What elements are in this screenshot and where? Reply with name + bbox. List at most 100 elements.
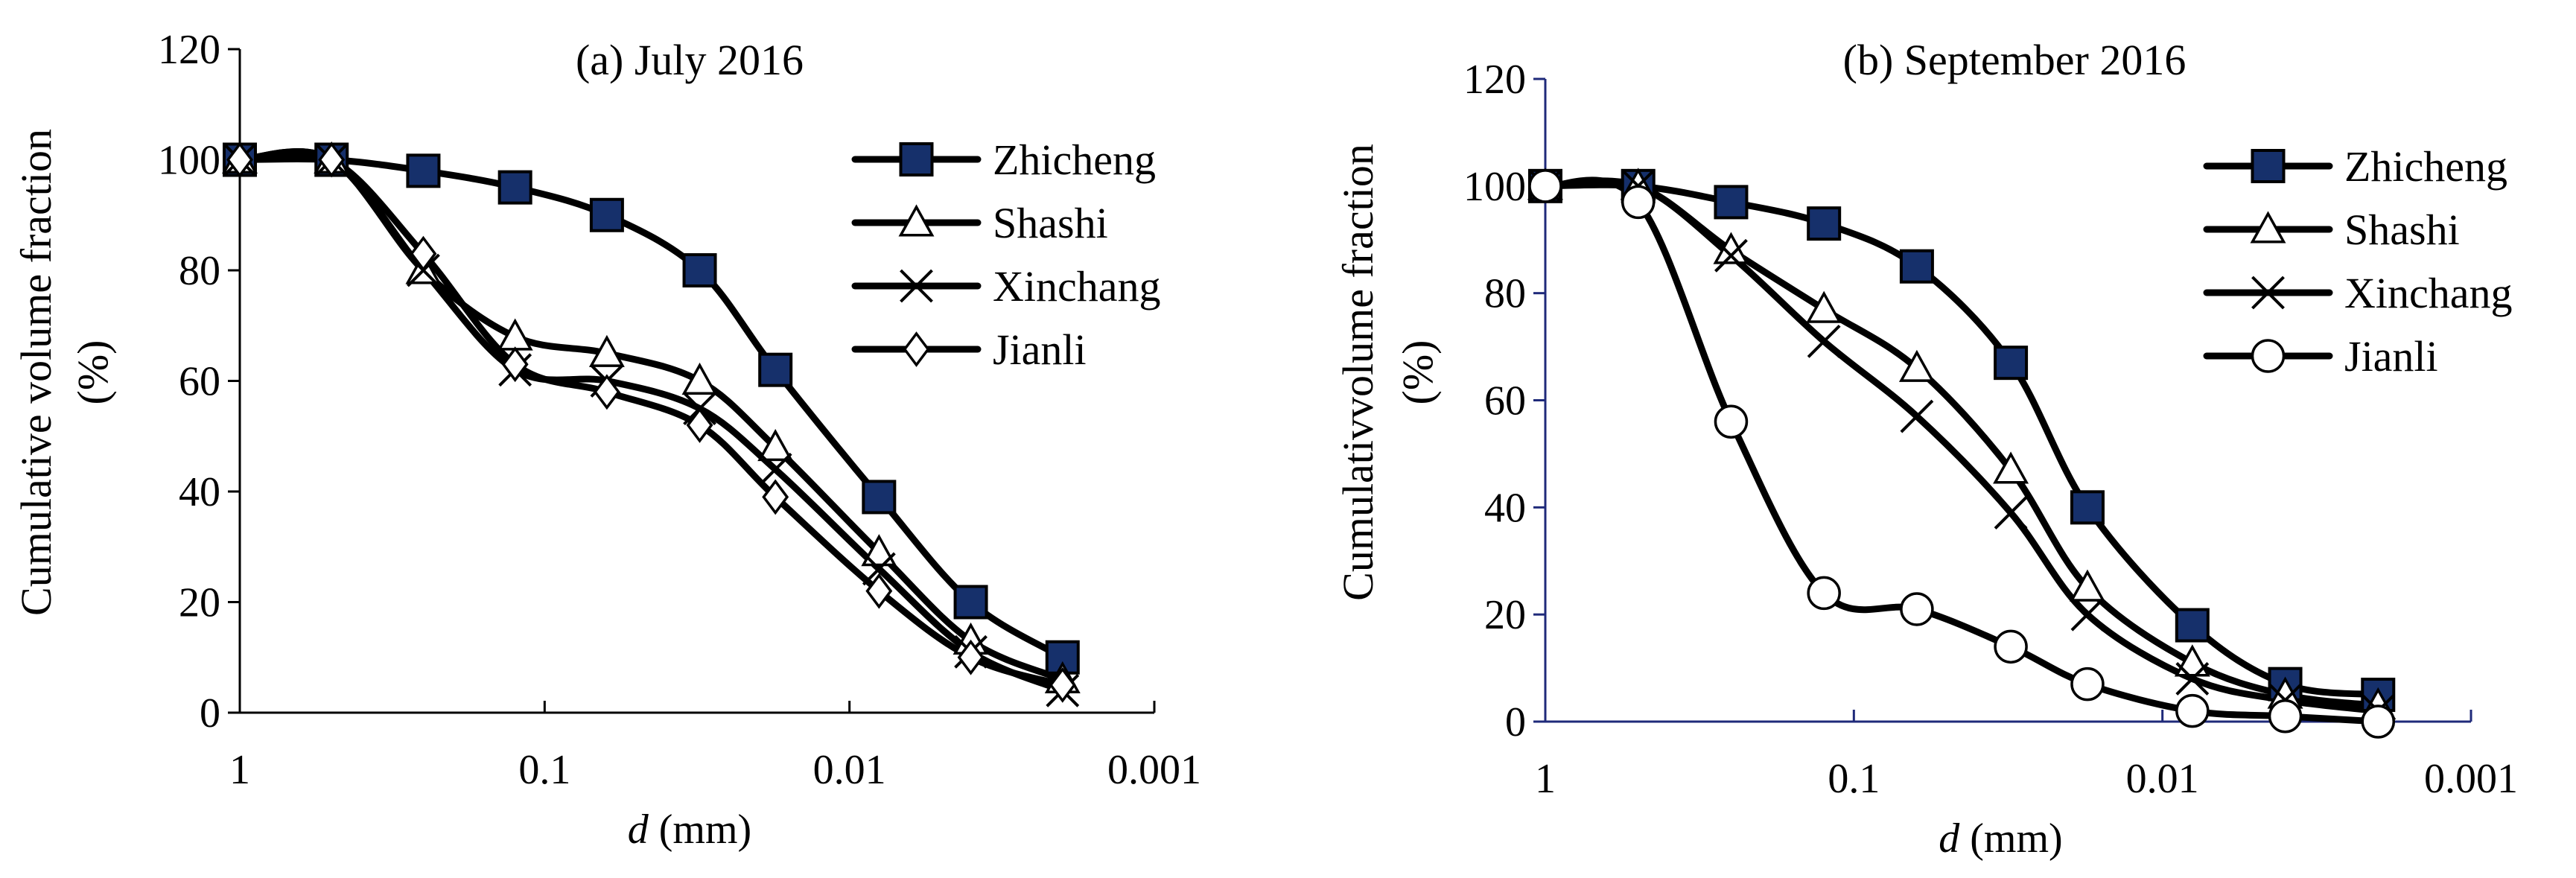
chart-0-x-axis-label: d (mm)	[628, 807, 751, 853]
chart-1-point-jianli	[2361, 704, 2396, 739]
chart-1-point-jianli	[1807, 576, 1841, 611]
chart-0-point-jianli	[226, 141, 253, 178]
chart-1-y-tick-label: 120	[1463, 57, 1526, 103]
chart-0-legend-label-zhicheng: Zhicheng	[993, 136, 1156, 184]
chart-0-x-tick-label: 0.1	[518, 747, 570, 793]
chart-1-x-tick-label: 0.1	[1828, 756, 1880, 802]
chart-0-point-jianli	[686, 407, 713, 443]
chart-0-point-zhicheng	[758, 352, 793, 387]
chart-1-point-jianli	[1994, 629, 2028, 664]
chart-1-legend-marker-jianli	[2251, 339, 2286, 373]
chart-1-point-xinchang	[2175, 662, 2210, 696]
chart-1-y-tick-label: 40	[1484, 485, 1526, 531]
chart-1-point-shashi	[1898, 349, 1935, 382]
chart-0-point-shashi	[757, 428, 794, 462]
chart-1-point-zhicheng	[1994, 346, 2029, 381]
chart-0-point-jianli	[410, 235, 437, 272]
chart-1-point-jianli	[1714, 404, 1749, 439]
chart-1-x-axis-label: d (mm)	[1939, 815, 2062, 862]
chart-1-legend-label-zhicheng: Zhicheng	[2344, 142, 2507, 191]
chart-0-y-tick-label: 40	[179, 469, 220, 515]
chart-1-point-zhicheng	[1807, 206, 1842, 241]
chart-1-point-zhicheng	[1899, 249, 1934, 284]
chart-0-legend-label-xinchang: Xinchang	[993, 262, 1161, 311]
chart-1-point-xinchang	[1807, 324, 1841, 358]
chart-1-point-xinchang	[1994, 496, 2028, 529]
chart-1-point-jianli	[2268, 699, 2303, 734]
chart-0-x-tick-label: 1	[229, 747, 250, 793]
chart-0-point-jianli	[501, 346, 529, 383]
chart-0-legend-marker-xinchang	[900, 269, 933, 303]
chart-0-x-tick-label: 0.001	[1107, 747, 1201, 793]
chart-0-y-tick-label: 120	[158, 27, 220, 73]
chart-0-y-axis-unit: (%)	[69, 340, 117, 405]
chart-1-series-line-xinchang	[1542, 177, 2382, 715]
chart-0-legend-marker-zhicheng	[899, 142, 934, 176]
chart-0-point-jianli	[865, 573, 893, 609]
chart-0-point-jianli	[593, 374, 620, 410]
chart-0-point-shashi	[588, 334, 625, 367]
chart-1-point-shashi	[1993, 451, 2029, 484]
chart-1-point-jianli	[1528, 169, 1562, 203]
chart-1-series-line-jianli	[1542, 176, 2382, 725]
chart-0-point-zhicheng	[406, 153, 441, 188]
chart-1-x-tick-label: 1	[1535, 756, 1556, 802]
chart-1-y-tick-label: 80	[1484, 271, 1526, 317]
chart-0-y-tick-label: 60	[179, 359, 220, 405]
chart-b-september-2016: (b) September 2016 0 20 40 60 80 100 120 1 0.1 0.…	[1334, 36, 2518, 862]
chart-1-x-tick-label: 0.01	[2126, 756, 2199, 802]
chart-1-legend-marker-shashi	[2250, 211, 2286, 244]
chart-0-point-zhicheng	[589, 197, 624, 232]
chart-0-x-tick-label: 0.01	[813, 747, 886, 793]
chart-1-point-zhicheng	[1714, 185, 1749, 220]
chart-1-y-axis-label: Cumulativvolume fraction	[1334, 144, 1382, 601]
chart-1-point-xinchang	[1714, 238, 1748, 273]
chart-0-y-tick-label: 100	[158, 138, 220, 184]
chart-0-point-shashi	[861, 534, 897, 567]
chart-b-plot-area: 0 20 40 60 80 100 120 1 0.1 0.01 0.001 d (mm) Cumula…	[1334, 57, 2518, 862]
chart-0-legend-label-jianli: Jianli	[993, 325, 1087, 374]
chart-0-y-tick-label: 20	[179, 580, 220, 626]
chart-0-y-tick-label: 80	[179, 248, 220, 294]
chart-0-point-zhicheng	[682, 253, 717, 287]
chart-0-point-shashi	[497, 318, 533, 351]
chart-0-legend-marker-jianli	[903, 331, 930, 367]
chart-0-point-zhicheng	[497, 170, 532, 205]
chart-a-plot-area: 0 20 40 60 80 100 120 1 0.1 0.01 0.001 d (mm) Cumula…	[12, 27, 1201, 853]
chart-1-series-line-zhicheng	[1542, 181, 2382, 699]
chart-a-title: (a) July 2016	[576, 36, 804, 84]
chart-1-legend-label-shashi: Shashi	[2344, 206, 2460, 254]
chart-0-point-xinchang	[862, 552, 896, 586]
chart-1-point-xinchang	[1900, 399, 1934, 433]
chart-0-point-zhicheng	[953, 585, 988, 620]
chart-1-x-tick-label: 0.001	[2424, 756, 2518, 802]
chart-1-y-axis-unit: (%)	[1393, 340, 1442, 405]
chart-0-point-xinchang	[758, 452, 792, 486]
chart-0-point-jianli	[762, 479, 789, 515]
chart-0-legend-label-shashi: Shashi	[993, 199, 1108, 247]
chart-1-legend-label-xinchang: Xinchang	[2344, 269, 2513, 317]
chart-0-y-axis-label: Cumulative volume fraction	[12, 129, 60, 616]
chart-0-legend-marker-shashi	[898, 204, 935, 237]
chart-0-y-tick-label: 0	[200, 690, 220, 737]
chart-1-point-zhicheng	[2070, 490, 2105, 525]
chart-1-point-shashi	[1806, 290, 1842, 323]
chart-0-point-jianli	[1049, 667, 1076, 703]
chart-b-title: (b) September 2016	[1843, 36, 2187, 84]
chart-0-series-line-shashi	[236, 148, 1066, 683]
chart-0-series-line-xinchang	[236, 148, 1066, 694]
chart-1-point-jianli	[2175, 693, 2210, 728]
chart-1-point-jianli	[1621, 185, 1656, 220]
chart-1-point-zhicheng	[2175, 608, 2210, 643]
chart-1-y-tick-label: 20	[1484, 592, 1526, 638]
chart-1-y-tick-label: 0	[1505, 699, 1526, 745]
chart-1-legend-label-jianli: Jianli	[2344, 332, 2438, 381]
chart-a-july-2016: (a) July 2016 0 20 40 60 80 100 120 1 0.1 0.01 0.0…	[12, 27, 1201, 853]
chart-0-series-line-jianli	[236, 149, 1066, 689]
chart-1-y-tick-label: 100	[1463, 164, 1526, 210]
chart-0-point-shashi	[681, 362, 718, 395]
chart-1-point-jianli	[1900, 592, 1934, 626]
chart-1-legend-marker-zhicheng	[2251, 149, 2286, 183]
chart-1-legend-marker-xinchang	[2251, 276, 2285, 310]
